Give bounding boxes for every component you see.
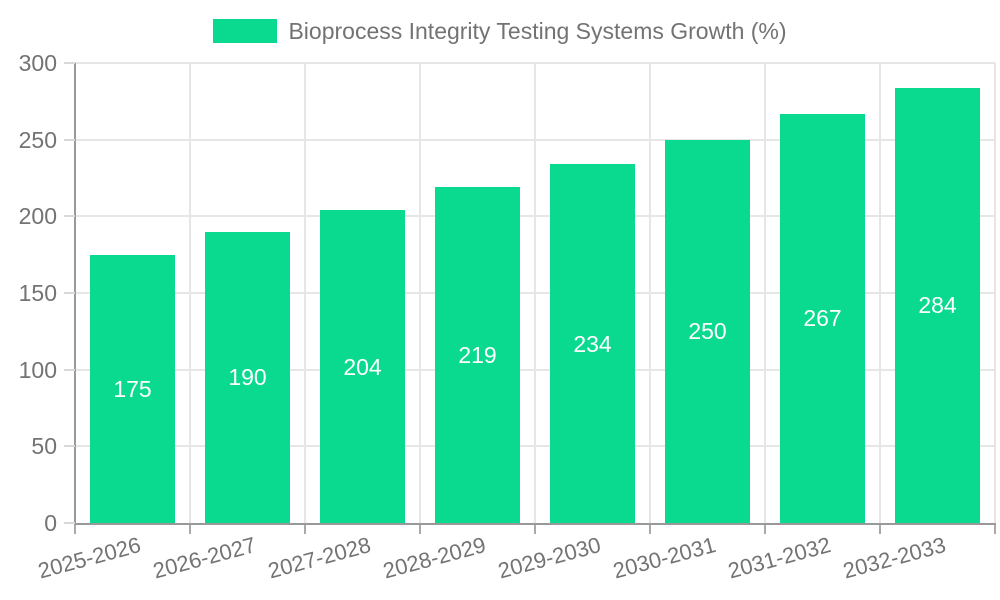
x-tick-label: 2031-2032 [725,532,834,584]
x-tick[interactable] [304,525,306,534]
legend-swatch [213,19,278,43]
bar[interactable] [320,210,405,523]
y-tick-label: 300 [18,50,57,76]
x-gridline [304,63,306,523]
bar[interactable] [665,139,750,523]
x-tick-label: 2030-2031 [610,532,719,584]
bar-value-label: 175 [113,375,152,402]
x-tick[interactable] [189,525,191,534]
y-tick [64,522,75,524]
y-tick [64,368,75,371]
legend: Bioprocess Integrity Testing Systems Gro… [0,19,1000,43]
x-gridline [419,63,421,523]
bar-value-label: 267 [803,305,842,332]
x-tick[interactable] [879,525,881,534]
bar[interactable] [895,87,980,523]
y-tick [64,215,75,218]
y-tick-label: 150 [18,280,57,306]
x-gridline [534,63,536,523]
bar-value-label: 219 [458,342,497,369]
x-gridline [879,63,881,523]
x-tick-label: 2025-2026 [35,532,144,584]
y-tick [64,292,75,294]
bar[interactable] [550,164,635,523]
x-tick[interactable] [994,525,996,534]
bar-value-label: 250 [688,318,727,345]
x-tick[interactable] [534,525,536,534]
x-tick[interactable] [764,525,766,534]
y-tick [64,62,75,64]
bar-value-label: 284 [918,292,957,319]
x-axis-line [74,523,996,525]
bar[interactable] [90,254,175,523]
bar-value-label: 190 [228,364,267,391]
legend-item[interactable]: Bioprocess Integrity Testing Systems Gro… [213,18,787,44]
y-tick [64,445,75,448]
y-axis-line [74,63,76,525]
x-tick-label: 2032-2033 [840,532,949,584]
x-gridline [994,63,996,523]
x-tick[interactable] [74,525,76,534]
x-gridline [764,63,766,523]
y-tick [64,138,75,141]
x-gridline [649,63,651,523]
y-tick-label: 50 [31,433,57,460]
legend-label: Bioprocess Integrity Testing Systems Gro… [288,18,787,44]
y-tick-label: 100 [18,356,57,383]
bar-value-label: 204 [343,353,382,380]
bar-value-label: 234 [573,330,612,357]
x-gridline [189,63,191,523]
bar[interactable] [435,187,520,523]
bar[interactable] [780,113,865,523]
y-tick-label: 250 [18,126,57,153]
x-tick-label: 2026-2027 [150,532,259,584]
y-tick-label: 200 [18,203,57,230]
x-tick[interactable] [419,525,421,534]
x-tick-label: 2029-2030 [495,532,604,584]
y-tick-label: 0 [44,510,57,536]
bar[interactable] [205,231,290,523]
x-tick[interactable] [649,525,651,534]
x-tick-label: 2028-2029 [380,532,489,584]
x-tick-label: 2027-2028 [265,532,374,584]
